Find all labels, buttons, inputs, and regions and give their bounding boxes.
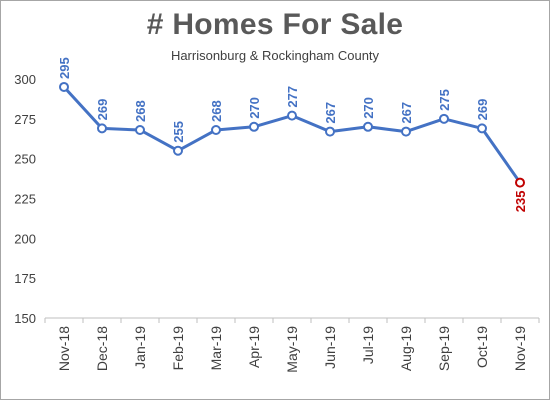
x-tick-label: Nov-18 (56, 326, 72, 371)
chart-subtitle: Harrisonburg & Rockingham County (170, 48, 380, 63)
y-tick-label: 175 (14, 271, 36, 286)
data-point (401, 126, 411, 137)
data-point (325, 126, 335, 137)
y-tick-label: 250 (14, 152, 36, 167)
data-labels: 295 269 268 255 268 270 277 267 270 267 275 269 235 (57, 57, 528, 212)
data-label: 270 (361, 97, 376, 119)
x-tick-label: Mar-19 (208, 326, 224, 371)
series-homes-for-sale (59, 81, 525, 188)
data-point (59, 81, 69, 92)
x-tick-label: Sep-19 (436, 326, 452, 371)
y-tick-label: 200 (14, 231, 36, 246)
x-tick-label: Dec-18 (94, 326, 110, 371)
x-tick-label: Jul-19 (360, 326, 376, 364)
x-tick-label: Apr-19 (246, 326, 262, 368)
data-label: 267 (399, 102, 414, 124)
x-tick-label: Jan-19 (132, 326, 148, 369)
data-label-highlight: 235 (513, 191, 528, 213)
x-tick-label: May-19 (284, 326, 300, 373)
data-point (439, 113, 449, 124)
data-point (97, 123, 107, 134)
x-tick-label: Jun-19 (322, 326, 338, 369)
data-label: 295 (57, 57, 72, 79)
data-label: 268 (133, 100, 148, 122)
data-point (135, 124, 145, 135)
y-tick-label: 150 (14, 311, 36, 326)
x-tick-label: Nov-19 (512, 326, 528, 371)
x-tick-label: Aug-19 (398, 326, 414, 371)
data-point (173, 145, 183, 156)
data-label: 267 (323, 102, 338, 124)
x-axis: Nov-18 Dec-18 Jan-19 Feb-19 Mar-19 Apr-19 May-… (44, 317, 540, 373)
x-tick-label: Feb-19 (170, 326, 186, 371)
data-label: 255 (171, 121, 186, 143)
data-point (477, 123, 487, 134)
data-point-highlight (515, 177, 525, 188)
y-axis: 150 175 200 225 250 275 300 (14, 72, 36, 326)
x-tick-label: Oct-19 (474, 326, 490, 368)
y-tick-label: 225 (14, 192, 36, 207)
y-tick-label: 275 (14, 112, 36, 127)
y-tick-label: 300 (14, 72, 36, 87)
data-label: 268 (209, 100, 224, 122)
data-label: 269 (475, 99, 490, 121)
data-label: 277 (285, 86, 300, 108)
chart-title: # Homes For Sale (146, 8, 404, 41)
data-point (363, 121, 373, 132)
data-point (249, 121, 259, 132)
data-point (211, 124, 221, 135)
data-label: 270 (247, 97, 262, 119)
data-label: 269 (95, 99, 110, 121)
data-label: 275 (437, 89, 452, 111)
data-point (287, 110, 297, 121)
